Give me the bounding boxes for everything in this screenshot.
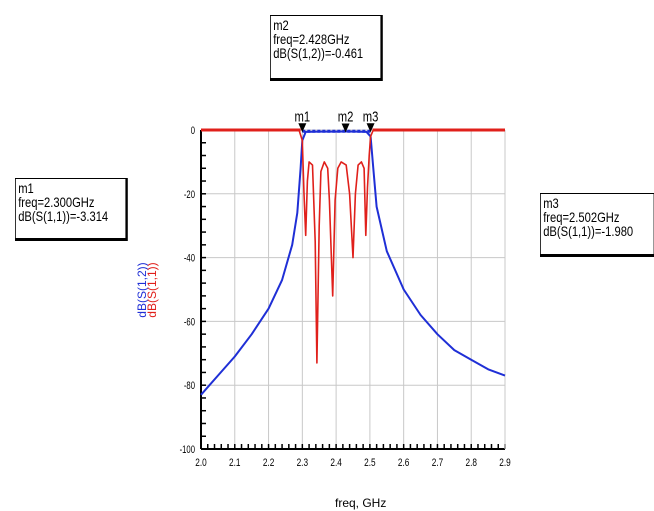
y-tick-label: -100 — [180, 444, 195, 457]
marker-m2-freq: freq=2.428GHz — [273, 31, 350, 47]
y-label-s12: dB(S(1,2)) — [135, 262, 149, 317]
marker-m3-label: m3 — [363, 108, 379, 125]
marker-m3-name: m3 — [543, 195, 559, 211]
series-s11-line — [201, 129, 505, 364]
x-tick-label: 2.4 — [330, 457, 342, 469]
marker-m2-label: m2 — [338, 108, 354, 125]
marker-m1-name: m1 — [18, 180, 34, 196]
y-tick-label: -80 — [184, 380, 195, 393]
y-tick-label: -40 — [184, 252, 195, 265]
marker-m3-triangle — [366, 123, 375, 133]
marker-m3-freq: freq=2.502GHz — [543, 209, 620, 225]
marker-m1-readout: m1 freq=2.300GHz dB(S(1,1))=-3.314 — [15, 178, 128, 241]
marker-m2-readout: m2 freq=2.428GHz dB(S(1,2))=-0.461 — [270, 15, 383, 81]
marker-m1-triangle — [298, 123, 307, 133]
y-tick-label: -20 — [184, 189, 195, 202]
x-tick-label: 2.6 — [398, 457, 409, 469]
y-tick-label: -60 — [184, 316, 195, 329]
x-tick-label: 2.9 — [499, 457, 510, 469]
marker-m1-label: m1 — [295, 108, 311, 125]
y-tick-label: 0 — [191, 125, 195, 138]
x-tick-label: 2.3 — [297, 457, 308, 469]
marker-m3-readout: m3 freq=2.502GHz dB(S(1,1))=-1.980 — [540, 193, 654, 257]
marker-m3-value: dB(S(1,1))=-1.980 — [543, 223, 634, 239]
marker-m2-value: dB(S(1,2))=-0.461 — [273, 45, 364, 61]
x-tick-label: 2.1 — [229, 457, 240, 469]
marker-m2-name: m2 — [273, 17, 289, 33]
x-axis-label: freq, GHz — [335, 496, 387, 510]
y-label-s11: dB(S(1,1)) — [145, 262, 159, 317]
marker-m1-freq: freq=2.300GHz — [18, 194, 95, 210]
x-tick-label: 2.7 — [432, 457, 443, 469]
marker-m2-triangle — [341, 123, 350, 133]
plot-area — [201, 130, 505, 449]
marker-m1-value: dB(S(1,1))=-3.314 — [18, 208, 109, 224]
x-tick-label: 2.0 — [195, 457, 207, 469]
x-tick-label: 2.8 — [465, 457, 476, 469]
x-tick-label: 2.2 — [263, 457, 274, 469]
x-tick-label: 2.5 — [364, 457, 375, 469]
